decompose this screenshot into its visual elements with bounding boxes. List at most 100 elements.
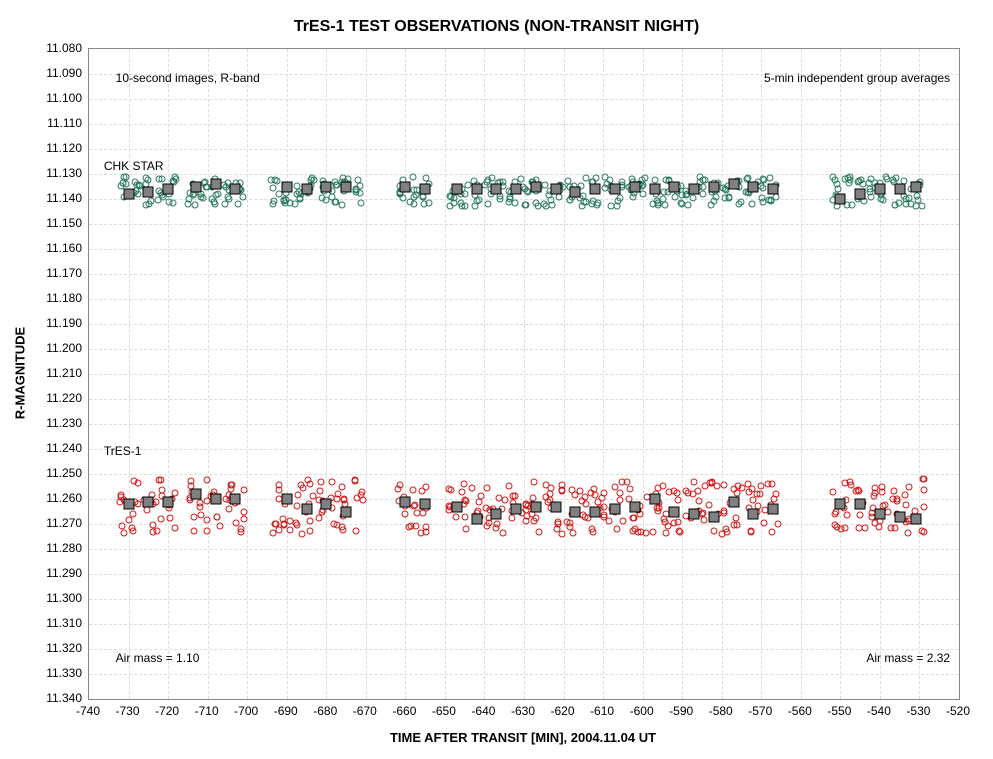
grid-h bbox=[89, 224, 959, 225]
chk-star-scatter-point bbox=[642, 175, 649, 182]
y-tick-label: 11.170 bbox=[38, 266, 82, 280]
chk-star-scatter-point bbox=[484, 200, 491, 207]
tres1-scatter-point bbox=[832, 522, 839, 529]
tres1-scatter-point bbox=[563, 518, 570, 525]
tres1-scatter-point bbox=[903, 502, 910, 509]
chk-star-scatter-point bbox=[293, 183, 300, 190]
chk-star-scatter-point bbox=[640, 182, 647, 189]
tres1-scatter-point bbox=[461, 496, 468, 503]
tres1-scatter-point bbox=[902, 492, 909, 499]
chk-star-scatter-point bbox=[649, 200, 656, 207]
tres1-avg-point bbox=[210, 494, 221, 505]
x-tick-label: -520 bbox=[946, 704, 970, 718]
tres1-avg-point bbox=[123, 499, 134, 510]
tres1-avg-point bbox=[301, 504, 312, 515]
tres1-scatter-point bbox=[876, 524, 883, 531]
grid-h bbox=[89, 149, 959, 150]
tres1-scatter-point bbox=[844, 511, 851, 518]
chk-star-scatter-point bbox=[270, 185, 277, 192]
tres1-scatter-point bbox=[171, 525, 178, 532]
tres1-scatter-point bbox=[333, 496, 340, 503]
tres1-scatter-point bbox=[765, 480, 772, 487]
tres1-scatter-point bbox=[832, 509, 839, 516]
annotation: Air mass = 2.32 bbox=[866, 651, 950, 665]
chk-star-scatter-point bbox=[192, 202, 199, 209]
tres1-scatter-point bbox=[508, 514, 515, 521]
tres1-scatter-point bbox=[581, 494, 588, 501]
tres1-avg-point bbox=[471, 514, 482, 525]
tres1-scatter-point bbox=[616, 489, 623, 496]
chk-star-avg-point bbox=[341, 181, 352, 192]
y-tick-label: 11.220 bbox=[38, 391, 82, 405]
tres1-scatter-point bbox=[708, 479, 715, 486]
y-tick-label: 11.110 bbox=[38, 116, 82, 130]
tres1-scatter-point bbox=[675, 518, 682, 525]
chk-star-scatter-point bbox=[580, 198, 587, 205]
chk-star-avg-point bbox=[768, 184, 779, 195]
y-tick-label: 11.120 bbox=[38, 141, 82, 155]
tres1-scatter-point bbox=[197, 511, 204, 518]
tres1-scatter-point bbox=[634, 528, 641, 535]
tres1-scatter-point bbox=[904, 530, 911, 537]
tres1-scatter-point bbox=[554, 520, 561, 527]
chk-star-avg-point bbox=[281, 181, 292, 192]
grid-h bbox=[89, 474, 959, 475]
tres1-scatter-point bbox=[158, 486, 165, 493]
chk-star-avg-point bbox=[190, 181, 201, 192]
chk-star-scatter-point bbox=[602, 174, 609, 181]
chk-star-avg-point bbox=[728, 179, 739, 190]
x-tick-label: -580 bbox=[709, 704, 733, 718]
grid-h bbox=[89, 549, 959, 550]
y-tick-label: 11.320 bbox=[38, 641, 82, 655]
tres1-scatter-point bbox=[570, 529, 577, 536]
tres1-scatter-point bbox=[306, 517, 313, 524]
tres1-scatter-point bbox=[675, 497, 682, 504]
chk-star-avg-point bbox=[230, 184, 241, 195]
tres1-scatter-point bbox=[352, 528, 359, 535]
tres1-scatter-point bbox=[155, 476, 162, 483]
tres1-scatter-point bbox=[499, 530, 506, 537]
tres1-scatter-point bbox=[616, 496, 623, 503]
tres1-scatter-point bbox=[204, 528, 211, 535]
chk-star-avg-point bbox=[123, 189, 134, 200]
grid-h bbox=[89, 599, 959, 600]
chk-star-scatter-point bbox=[841, 175, 848, 182]
tres1-scatter-point bbox=[453, 514, 460, 521]
chk-star-avg-point bbox=[301, 184, 312, 195]
y-tick-label: 11.230 bbox=[38, 416, 82, 430]
tres1-avg-point bbox=[649, 494, 660, 505]
tres1-scatter-point bbox=[675, 528, 682, 535]
y-tick-label: 11.200 bbox=[38, 341, 82, 355]
x-axis-label: TIME AFTER TRANSIT [MIN], 2004.11.04 UT bbox=[390, 730, 656, 745]
chk-star-avg-point bbox=[689, 184, 700, 195]
grid-h bbox=[89, 124, 959, 125]
chk-star-avg-point bbox=[550, 184, 561, 195]
y-tick-label: 11.080 bbox=[38, 41, 82, 55]
tres1-avg-point bbox=[400, 496, 411, 507]
y-tick-label: 11.250 bbox=[38, 466, 82, 480]
tres1-avg-point bbox=[748, 509, 759, 520]
tres1-scatter-point bbox=[829, 488, 836, 495]
x-tick-label: -530 bbox=[906, 704, 930, 718]
tres1-scatter-point bbox=[627, 486, 634, 493]
y-tick-label: 11.260 bbox=[38, 491, 82, 505]
tres1-scatter-point bbox=[293, 502, 300, 509]
y-tick-label: 11.160 bbox=[38, 241, 82, 255]
chk-star-avg-point bbox=[748, 181, 759, 192]
tres1-scatter-point bbox=[419, 487, 426, 494]
grid-h bbox=[89, 99, 959, 100]
chk-star-avg-point bbox=[874, 184, 885, 195]
chk-star-avg-point bbox=[609, 184, 620, 195]
tres1-scatter-point bbox=[483, 485, 490, 492]
grid-h bbox=[89, 299, 959, 300]
y-tick-label: 11.280 bbox=[38, 541, 82, 555]
tres1-scatter-point bbox=[446, 486, 453, 493]
chart-container: TrES-1 TEST OBSERVATIONS (NON-TRANSIT NI… bbox=[0, 0, 993, 759]
tres1-scatter-point bbox=[536, 529, 543, 536]
tres1-scatter-point bbox=[129, 525, 136, 532]
chk-star-avg-point bbox=[649, 184, 660, 195]
chk-star-scatter-point bbox=[590, 198, 597, 205]
tres1-scatter-point bbox=[569, 487, 576, 494]
chk-star-scatter-point bbox=[170, 200, 177, 207]
tres1-avg-point bbox=[420, 499, 431, 510]
